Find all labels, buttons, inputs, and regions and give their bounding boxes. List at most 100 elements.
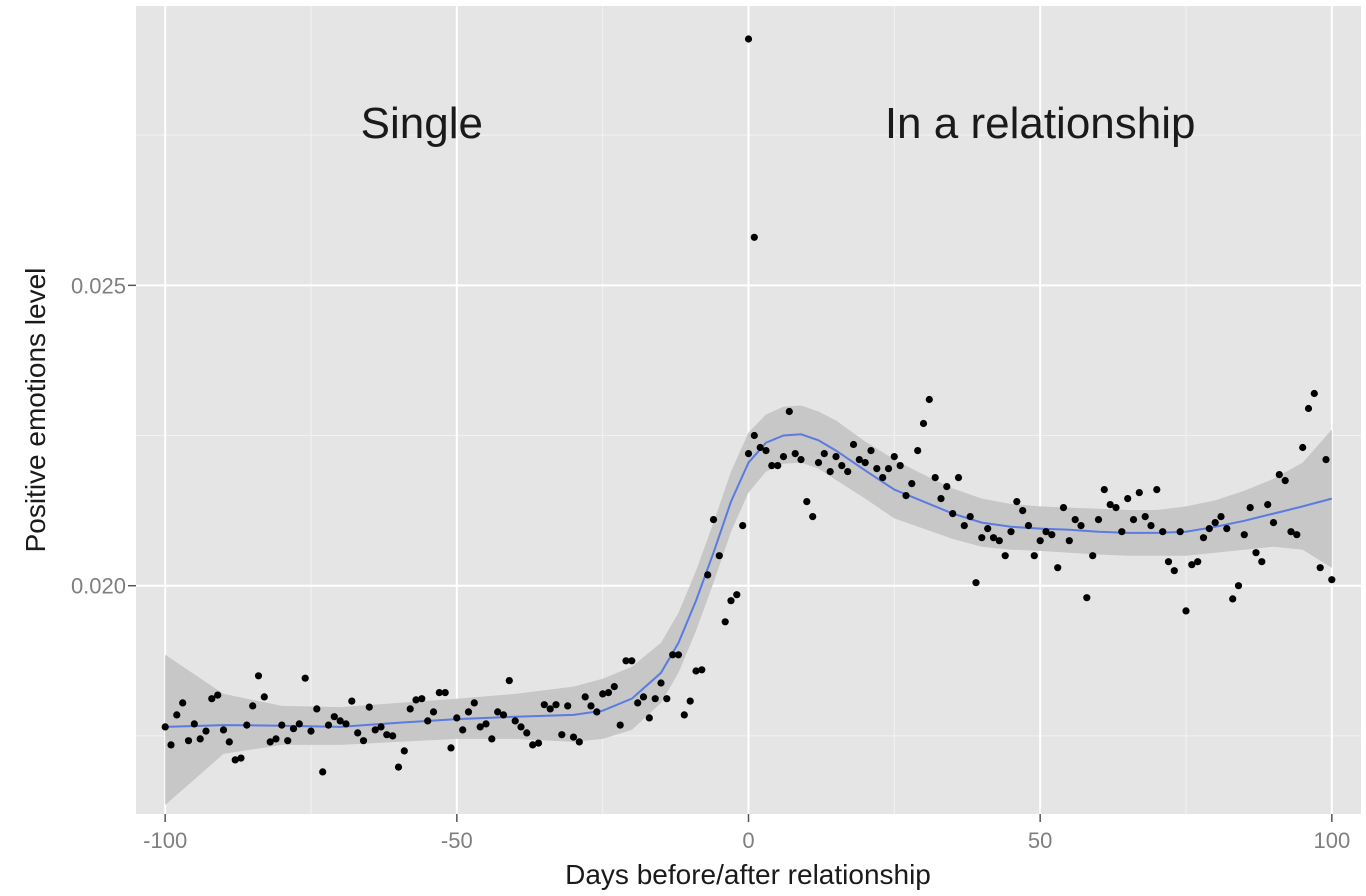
outlier-point xyxy=(750,233,758,241)
data-point xyxy=(1083,594,1091,602)
data-point xyxy=(231,756,239,764)
data-point xyxy=(943,483,951,491)
data-point xyxy=(616,721,624,729)
data-points xyxy=(161,35,1336,776)
data-point xyxy=(389,732,397,740)
data-point xyxy=(651,695,659,703)
data-point xyxy=(803,498,811,506)
x-tick-label: 100 xyxy=(1313,828,1350,853)
data-point xyxy=(914,447,922,455)
x-tick-label: -50 xyxy=(441,828,473,853)
data-point xyxy=(1077,522,1085,530)
data-point xyxy=(762,447,770,455)
data-point xyxy=(1328,576,1336,584)
data-point xyxy=(558,731,566,739)
data-point xyxy=(464,708,473,716)
data-point xyxy=(669,651,677,659)
data-point xyxy=(1159,528,1167,536)
data-point xyxy=(663,695,671,703)
data-point xyxy=(1304,404,1313,413)
data-point xyxy=(1135,489,1143,497)
data-point xyxy=(377,723,385,731)
data-point xyxy=(639,693,648,701)
data-point xyxy=(744,450,753,458)
data-point xyxy=(575,738,583,746)
data-point xyxy=(511,717,519,725)
data-point xyxy=(1211,519,1219,527)
data-point xyxy=(949,509,957,518)
data-point xyxy=(686,697,694,705)
data-point xyxy=(1007,528,1015,536)
data-point xyxy=(517,723,525,731)
data-point xyxy=(161,723,169,731)
data-point xyxy=(301,674,309,682)
data-point xyxy=(756,443,764,452)
data-point xyxy=(809,513,817,521)
data-point xyxy=(1153,486,1161,494)
data-point xyxy=(249,702,257,710)
data-point xyxy=(1147,522,1155,530)
data-point xyxy=(1024,522,1033,530)
data-point xyxy=(237,754,245,762)
data-point xyxy=(593,708,601,716)
data-point xyxy=(814,459,823,467)
data-point xyxy=(1287,528,1295,536)
y-axis-title: Positive emotions level xyxy=(20,268,51,553)
data-point xyxy=(995,537,1003,545)
data-point xyxy=(447,744,455,752)
data-point xyxy=(348,697,356,705)
data-point xyxy=(1258,558,1266,566)
data-point xyxy=(1071,516,1079,524)
data-point xyxy=(418,695,426,703)
data-point xyxy=(838,462,846,470)
data-point xyxy=(1182,607,1190,615)
data-point xyxy=(1001,552,1009,560)
data-point xyxy=(733,591,741,599)
data-point xyxy=(931,474,939,482)
data-point xyxy=(1246,504,1254,512)
data-point xyxy=(628,657,636,665)
data-point xyxy=(324,721,333,729)
data-point xyxy=(1194,558,1202,566)
data-point xyxy=(1089,552,1097,560)
data-point xyxy=(336,717,344,725)
data-point xyxy=(739,522,747,530)
data-point xyxy=(365,703,373,711)
data-point xyxy=(1013,498,1021,506)
data-point xyxy=(371,726,379,734)
data-point xyxy=(908,480,916,488)
data-point xyxy=(978,534,986,542)
data-point xyxy=(1065,537,1073,545)
x-tick-label: 0 xyxy=(742,828,754,853)
data-point xyxy=(330,713,338,721)
data-point xyxy=(196,735,204,743)
data-point xyxy=(704,571,712,579)
data-point xyxy=(826,468,834,476)
data-point xyxy=(1275,471,1283,479)
data-point xyxy=(179,699,187,707)
data-point xyxy=(412,696,420,704)
data-point xyxy=(1223,525,1231,533)
data-point xyxy=(1129,516,1138,524)
data-point xyxy=(791,450,799,458)
data-point xyxy=(884,465,893,473)
y-axis-ticks: 0.020 0.025 xyxy=(71,273,136,599)
data-point xyxy=(587,702,595,710)
data-point xyxy=(1164,558,1173,566)
data-point xyxy=(1048,531,1056,539)
data-point xyxy=(1030,552,1038,560)
data-point xyxy=(768,462,776,470)
data-point xyxy=(1234,582,1243,590)
data-point xyxy=(359,737,368,745)
data-point xyxy=(879,474,887,482)
data-point xyxy=(289,725,298,733)
data-point xyxy=(552,701,560,709)
data-point xyxy=(505,677,513,685)
data-point xyxy=(1042,528,1050,536)
data-point xyxy=(919,419,928,428)
data-point xyxy=(925,395,933,404)
data-point xyxy=(476,723,484,731)
data-point xyxy=(1322,456,1330,464)
data-point xyxy=(435,689,443,697)
